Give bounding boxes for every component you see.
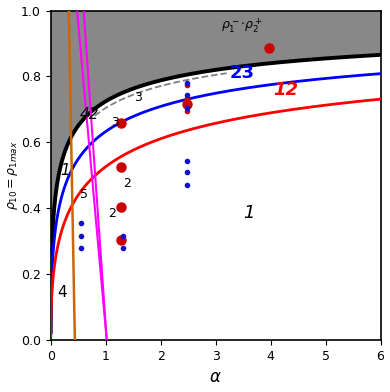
Text: 2: 2	[123, 177, 131, 190]
Y-axis label: $\rho_{10}{=}\rho_{1max}$: $\rho_{10}{=}\rho_{1max}$	[5, 141, 20, 210]
Text: 2: 2	[108, 207, 116, 220]
Text: 1: 1	[60, 163, 70, 178]
Text: 23: 23	[229, 64, 254, 82]
X-axis label: $\alpha$: $\alpha$	[209, 368, 222, 387]
Text: 3: 3	[111, 116, 119, 129]
Text: 1: 1	[243, 204, 255, 222]
Text: 12: 12	[273, 81, 298, 99]
Text: 4: 4	[57, 285, 67, 300]
Text: 3: 3	[134, 91, 142, 104]
Text: 5: 5	[80, 189, 88, 201]
Text: $\rho_1^-{\cdot}\rho_2^+$: $\rho_1^-{\cdot}\rho_2^+$	[221, 16, 263, 34]
Text: 42: 42	[79, 107, 99, 122]
